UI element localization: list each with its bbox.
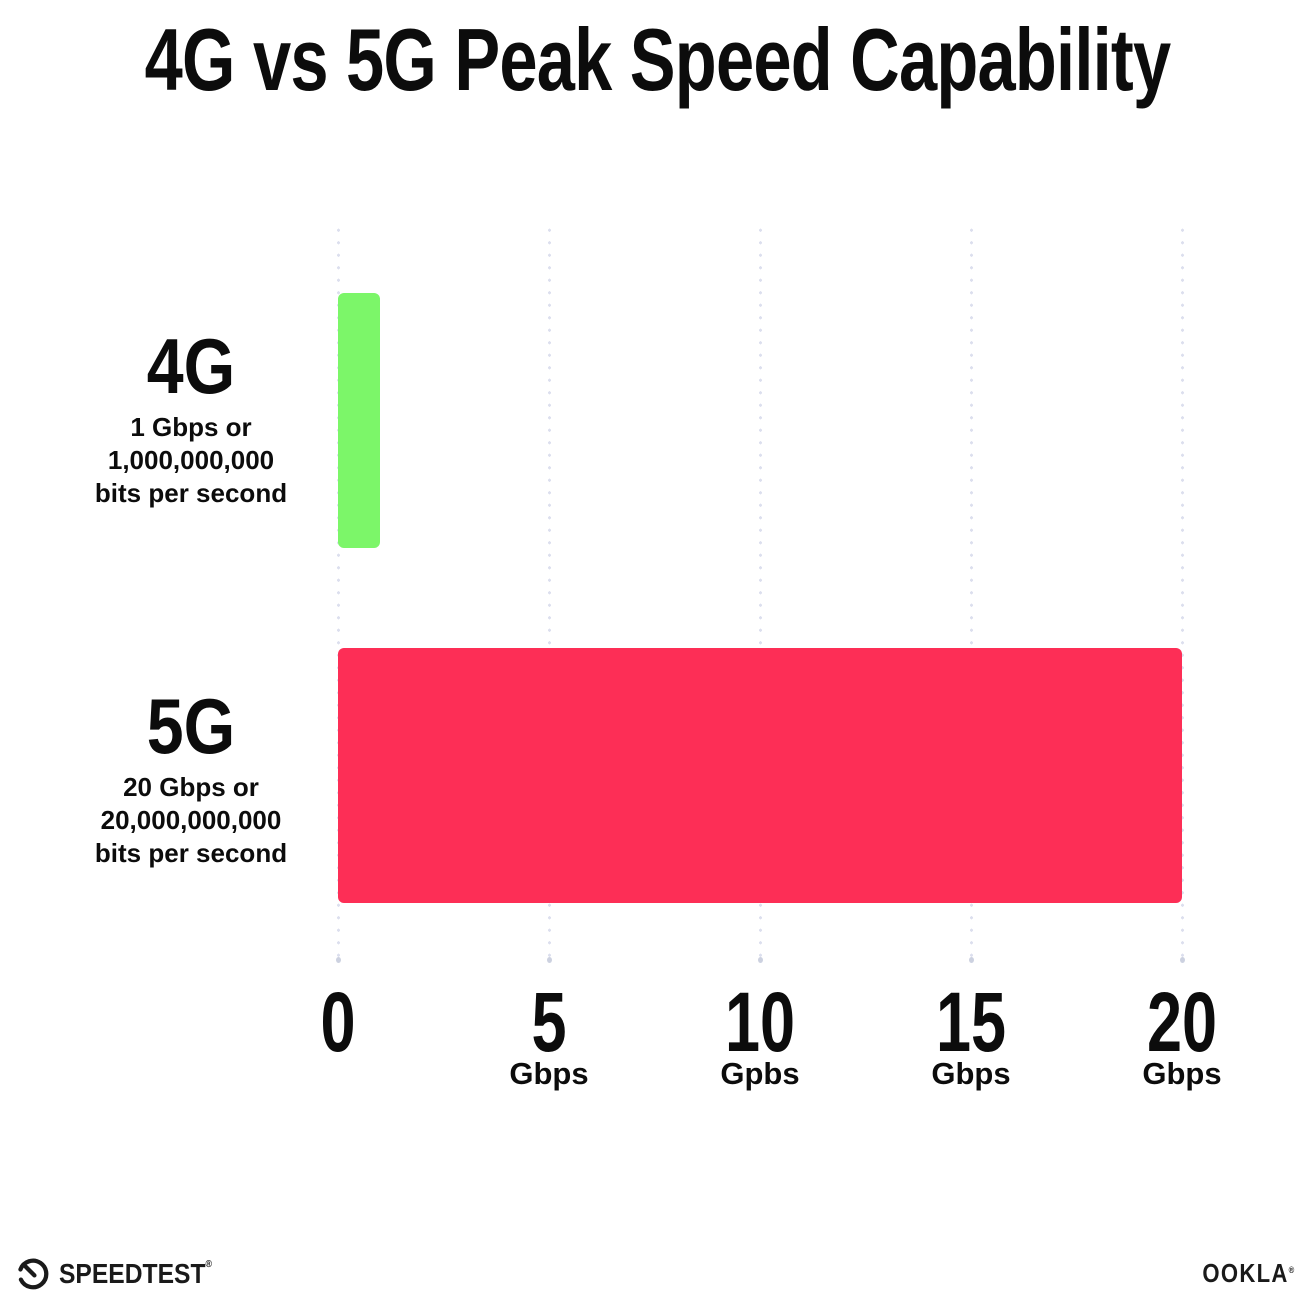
- page-title: 4G vs 5G Peak Speed Capability: [0, 12, 1308, 108]
- row-desc-line: 20,000,000,000: [100, 805, 282, 835]
- row-label-4g: 4G 1 Gbps or 1,000,000,000 bits per seco…: [60, 322, 322, 510]
- row-name-5g: 5G: [146, 682, 236, 770]
- registered-trademark-icon: ®: [205, 1259, 212, 1270]
- row-desc-line: 1,000,000,000: [107, 445, 275, 475]
- x-tick-value: 5: [531, 975, 567, 1069]
- gridline: [757, 224, 763, 963]
- x-tick-10: 10 Gpbs: [713, 980, 806, 1089]
- x-tick-15: 15 Gbps: [924, 980, 1017, 1089]
- row-desc-line: bits per second: [94, 838, 288, 868]
- gridline: [1179, 224, 1185, 963]
- bar-5g: [338, 648, 1182, 903]
- x-tick-unit: Gbps: [931, 1056, 1011, 1091]
- bar-4g: [338, 293, 381, 548]
- chart-plot-area: [335, 224, 1185, 963]
- ookla-wordmark-text: OOKLA: [1202, 1258, 1290, 1288]
- row-name-4g: 4G: [146, 322, 236, 410]
- speedtest-wordmark-text: SPEEDTEST: [59, 1258, 206, 1289]
- row-desc-line: bits per second: [94, 478, 288, 508]
- row-desc-line: 1 Gbps or: [130, 412, 252, 442]
- speedometer-gauge-icon: [18, 1258, 49, 1290]
- ookla-wordmark: OOKLA®: [1203, 1258, 1296, 1289]
- row-desc-5g: 20 Gbps or 20,000,000,000 bits per secon…: [60, 771, 322, 870]
- gridline: [968, 224, 974, 963]
- x-tick-value: 10: [724, 975, 796, 1069]
- x-tick-unit: Gbps: [509, 1056, 589, 1091]
- x-tick-5: 5 Gbps: [509, 980, 588, 1089]
- speedtest-wordmark: SPEEDTEST®: [59, 1258, 212, 1290]
- x-tick-0: 0: [315, 980, 362, 1064]
- x-tick-20: 20 Gbps: [1135, 980, 1228, 1089]
- row-desc-4g: 1 Gbps or 1,000,000,000 bits per second: [60, 411, 322, 510]
- gridline: [546, 224, 552, 963]
- x-tick-value: 20: [1146, 975, 1218, 1069]
- page-title-text: 4G vs 5G Peak Speed Capability: [144, 10, 1172, 109]
- row-label-5g: 5G 20 Gbps or 20,000,000,000 bits per se…: [60, 682, 322, 870]
- registered-trademark-icon: ®: [1289, 1265, 1296, 1276]
- x-tick-value: 15: [935, 975, 1007, 1069]
- x-tick-value: 0: [320, 975, 356, 1069]
- row-desc-line: 20 Gbps or: [123, 772, 259, 802]
- ookla-logo: OOKLA®: [1186, 1258, 1296, 1289]
- x-tick-unit: Gpbs: [720, 1056, 800, 1091]
- speedtest-logo: SPEEDTEST®: [14, 1255, 233, 1293]
- x-tick-unit: Gbps: [1142, 1056, 1222, 1091]
- gridline: [335, 224, 341, 963]
- x-axis: 0 5 Gbps 10 Gpbs 15 Gbps 20 Gbps: [320, 980, 1221, 1110]
